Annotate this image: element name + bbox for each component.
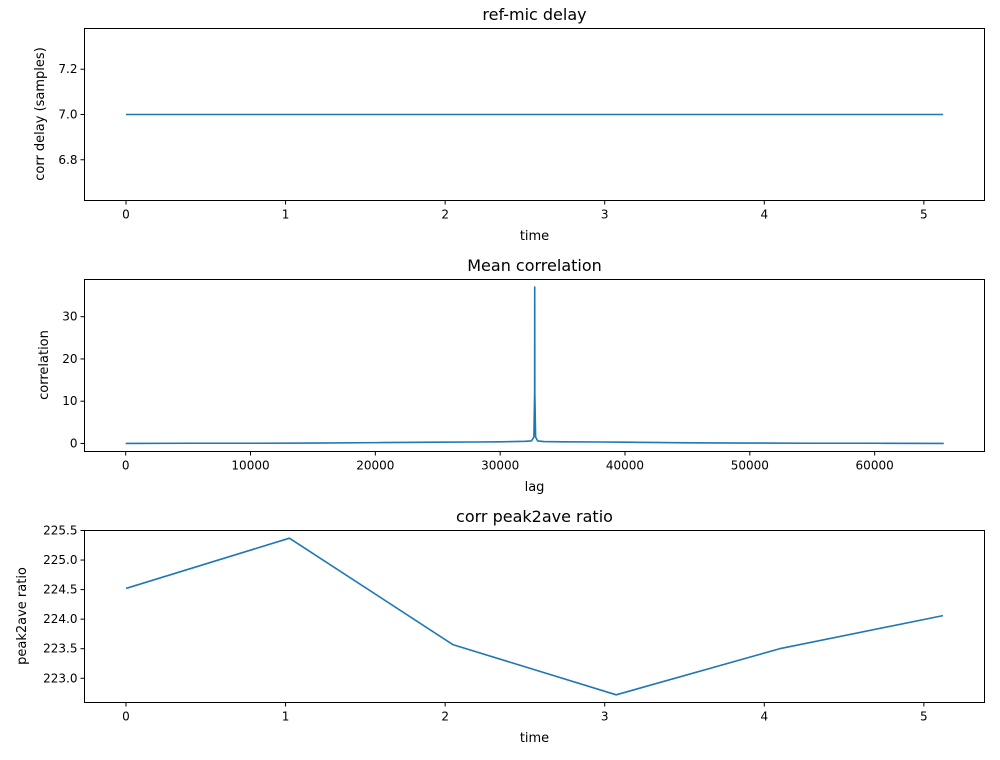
x-axis-label: time <box>520 731 549 746</box>
x-tick-label: 0 <box>122 710 130 724</box>
y-axis-label: corr delay (samples) <box>33 47 48 181</box>
axes-frame <box>84 530 985 703</box>
x-tick-label: 5 <box>920 208 928 222</box>
x-tick-label: 1 <box>282 208 290 222</box>
axes-frame <box>84 28 985 201</box>
x-tick-label: 3 <box>601 208 609 222</box>
x-tick-label: 4 <box>760 710 768 724</box>
y-tick-label: 0 <box>70 436 78 450</box>
series-layer <box>125 286 944 445</box>
x-tick-label: 20000 <box>356 459 394 473</box>
x-axis-label: lag <box>525 480 545 495</box>
y-tick-label: 223.5 <box>43 642 77 656</box>
subplot-title: corr peak2ave ratio <box>456 507 613 526</box>
subplot-title: Mean correlation <box>467 256 602 275</box>
y-axis-label: correlation <box>37 330 52 400</box>
y-tick-label: 225.5 <box>43 524 77 538</box>
y-tick-label: 223.0 <box>43 671 77 685</box>
axes-frame <box>84 279 985 452</box>
x-tick-label: 2 <box>441 710 449 724</box>
series-line <box>125 286 944 445</box>
y-tick-label: 224.5 <box>43 583 77 597</box>
x-tick-label: 3 <box>601 710 609 724</box>
series-layer <box>125 537 944 696</box>
x-tick-label: 10000 <box>231 459 269 473</box>
y-tick-label: 6.8 <box>58 153 77 167</box>
subplot-corr-peak2ave-ratio: corr peak2ave ratio time peak2ave ratio … <box>15 507 985 746</box>
y-tick-label: 224.0 <box>43 612 77 626</box>
tick-layer: 0 10000 20000 30000 40000 50000 60000 0 10 20 30 <box>62 310 894 473</box>
y-tick-label: 7.2 <box>58 62 77 76</box>
x-tick-label: 2 <box>441 208 449 222</box>
subplot-mean-correlation: Mean correlation lag correlation 0 10000 2… <box>37 256 985 495</box>
x-tick-label: 40000 <box>606 459 644 473</box>
x-tick-label: 1 <box>282 710 290 724</box>
y-tick-label: 225.0 <box>43 553 77 567</box>
x-axis-label: time <box>520 229 549 244</box>
x-tick-label: 4 <box>760 208 768 222</box>
y-tick-label: 30 <box>62 310 77 324</box>
x-tick-label: 0 <box>122 459 130 473</box>
x-tick-label: 50000 <box>731 459 769 473</box>
x-tick-label: 5 <box>920 710 928 724</box>
x-tick-label: 30000 <box>481 459 519 473</box>
y-tick-label: 7.0 <box>58 108 77 122</box>
tick-layer: 0 1 2 3 4 5 6.8 7.0 7.2 <box>58 62 927 221</box>
y-tick-label: 10 <box>62 394 77 408</box>
x-tick-label: 60000 <box>856 459 894 473</box>
subplot-title: ref-mic delay <box>482 5 586 24</box>
subplot-ref-mic-delay: ref-mic delay time corr delay (samples) … <box>33 5 985 244</box>
tick-layer: 0 1 2 3 4 5 223.0 223.5 224.0 224.5 225.0 225.5 <box>43 524 928 724</box>
y-axis-label: peak2ave ratio <box>15 567 30 665</box>
y-tick-label: 20 <box>62 352 77 366</box>
x-tick-label: 0 <box>122 208 130 222</box>
series-line <box>125 537 944 696</box>
